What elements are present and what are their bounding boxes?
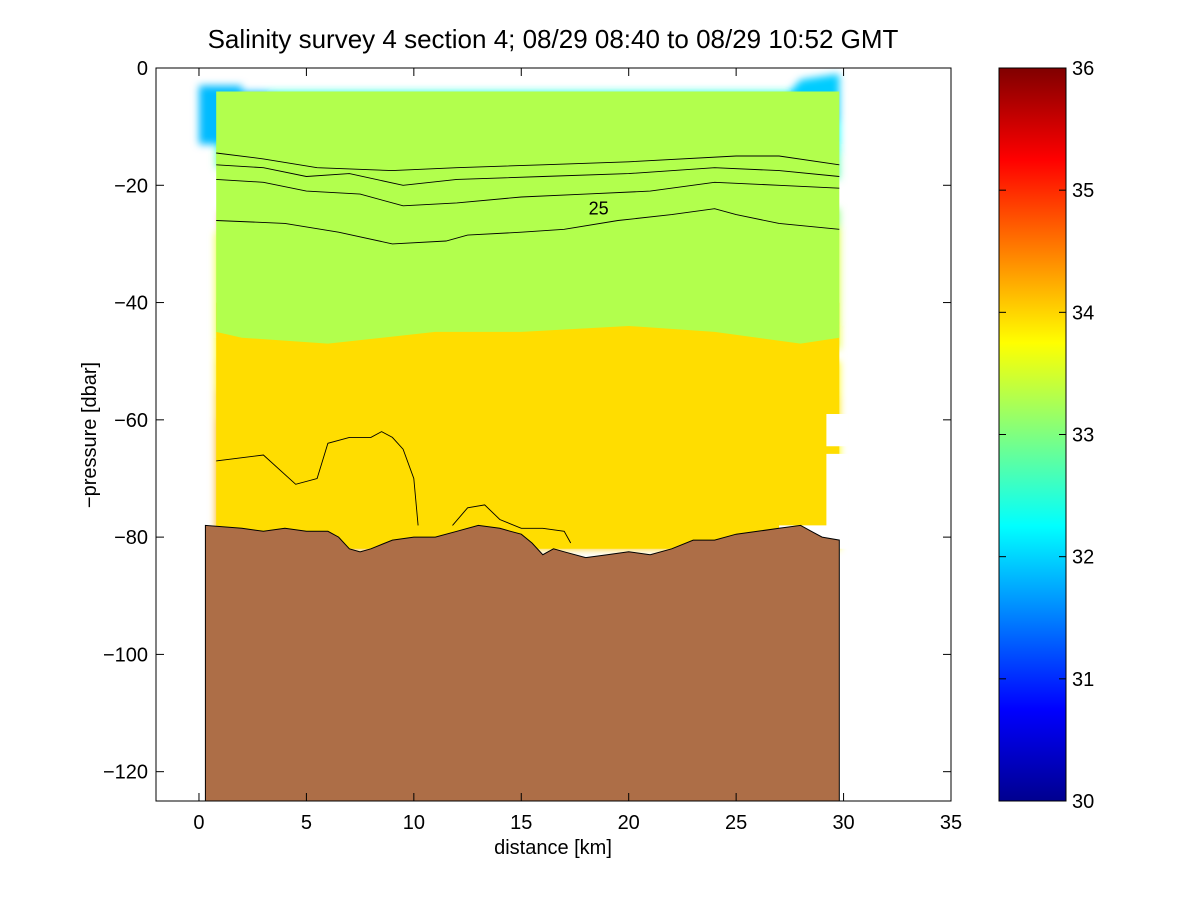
x-tick-label: 5 — [301, 812, 312, 834]
salinity-region — [216, 91, 840, 344]
contour-label: 25 — [589, 199, 609, 219]
y-tick-label: −80 — [114, 527, 148, 549]
contour-line — [216, 164, 840, 186]
contour-line — [216, 152, 840, 172]
data-gap — [826, 453, 848, 549]
axis-ticks — [156, 67, 952, 801]
colorbar-tick-label: 30 — [1072, 791, 1094, 813]
y-tick-label: −20 — [114, 175, 148, 197]
y-tick-label: −60 — [114, 410, 148, 432]
plot-frame — [155, 67, 952, 802]
colorbar-tick-label: 36 — [1072, 58, 1094, 80]
data-gap — [826, 414, 848, 447]
salinity-field — [199, 73, 840, 549]
y-axis-label: −pressure [dbar] — [79, 362, 101, 508]
contour-line — [216, 431, 419, 526]
y-tick-label: 0 — [137, 58, 148, 80]
x-tick-label: 10 — [403, 812, 425, 834]
colorbar-tick-label: 32 — [1072, 547, 1094, 569]
x-tick-label: 35 — [940, 812, 962, 834]
chart-title: Salinity survey 4 section 4; 08/29 08:40… — [208, 24, 899, 54]
sea-floor — [204, 524, 840, 801]
contour-line — [216, 208, 840, 245]
y-tick-label: −40 — [114, 293, 148, 315]
tick-labels: 0 5 10 15 20 25 30 35 0 −20 −40 −60 −80 −100 −120 — [103, 58, 962, 834]
x-tick-label: 20 — [618, 812, 640, 834]
plot-content: 25 — [199, 73, 848, 801]
x-tick-label: 25 — [725, 812, 747, 834]
density-contours: 25 — [216, 152, 840, 544]
colorbar — [998, 67, 1067, 802]
colorbar-tick-label: 35 — [1072, 180, 1094, 202]
contour-line — [452, 504, 572, 544]
x-tick-label: 15 — [510, 812, 532, 834]
x-axis-label: distance [km] — [494, 837, 612, 859]
salinity-region — [216, 302, 840, 549]
y-tick-label: −100 — [103, 644, 148, 666]
contour-line — [216, 178, 840, 207]
colorbar-ticks: 30 31 32 33 34 35 36 — [999, 58, 1094, 813]
x-tick-label: 0 — [193, 812, 204, 834]
y-tick-label: −120 — [103, 762, 148, 784]
colorbar-tick-label: 31 — [1072, 669, 1094, 691]
colorbar-tick-label: 33 — [1072, 425, 1094, 447]
x-tick-label: 30 — [832, 812, 854, 834]
colorbar-tick-label: 34 — [1072, 302, 1094, 324]
